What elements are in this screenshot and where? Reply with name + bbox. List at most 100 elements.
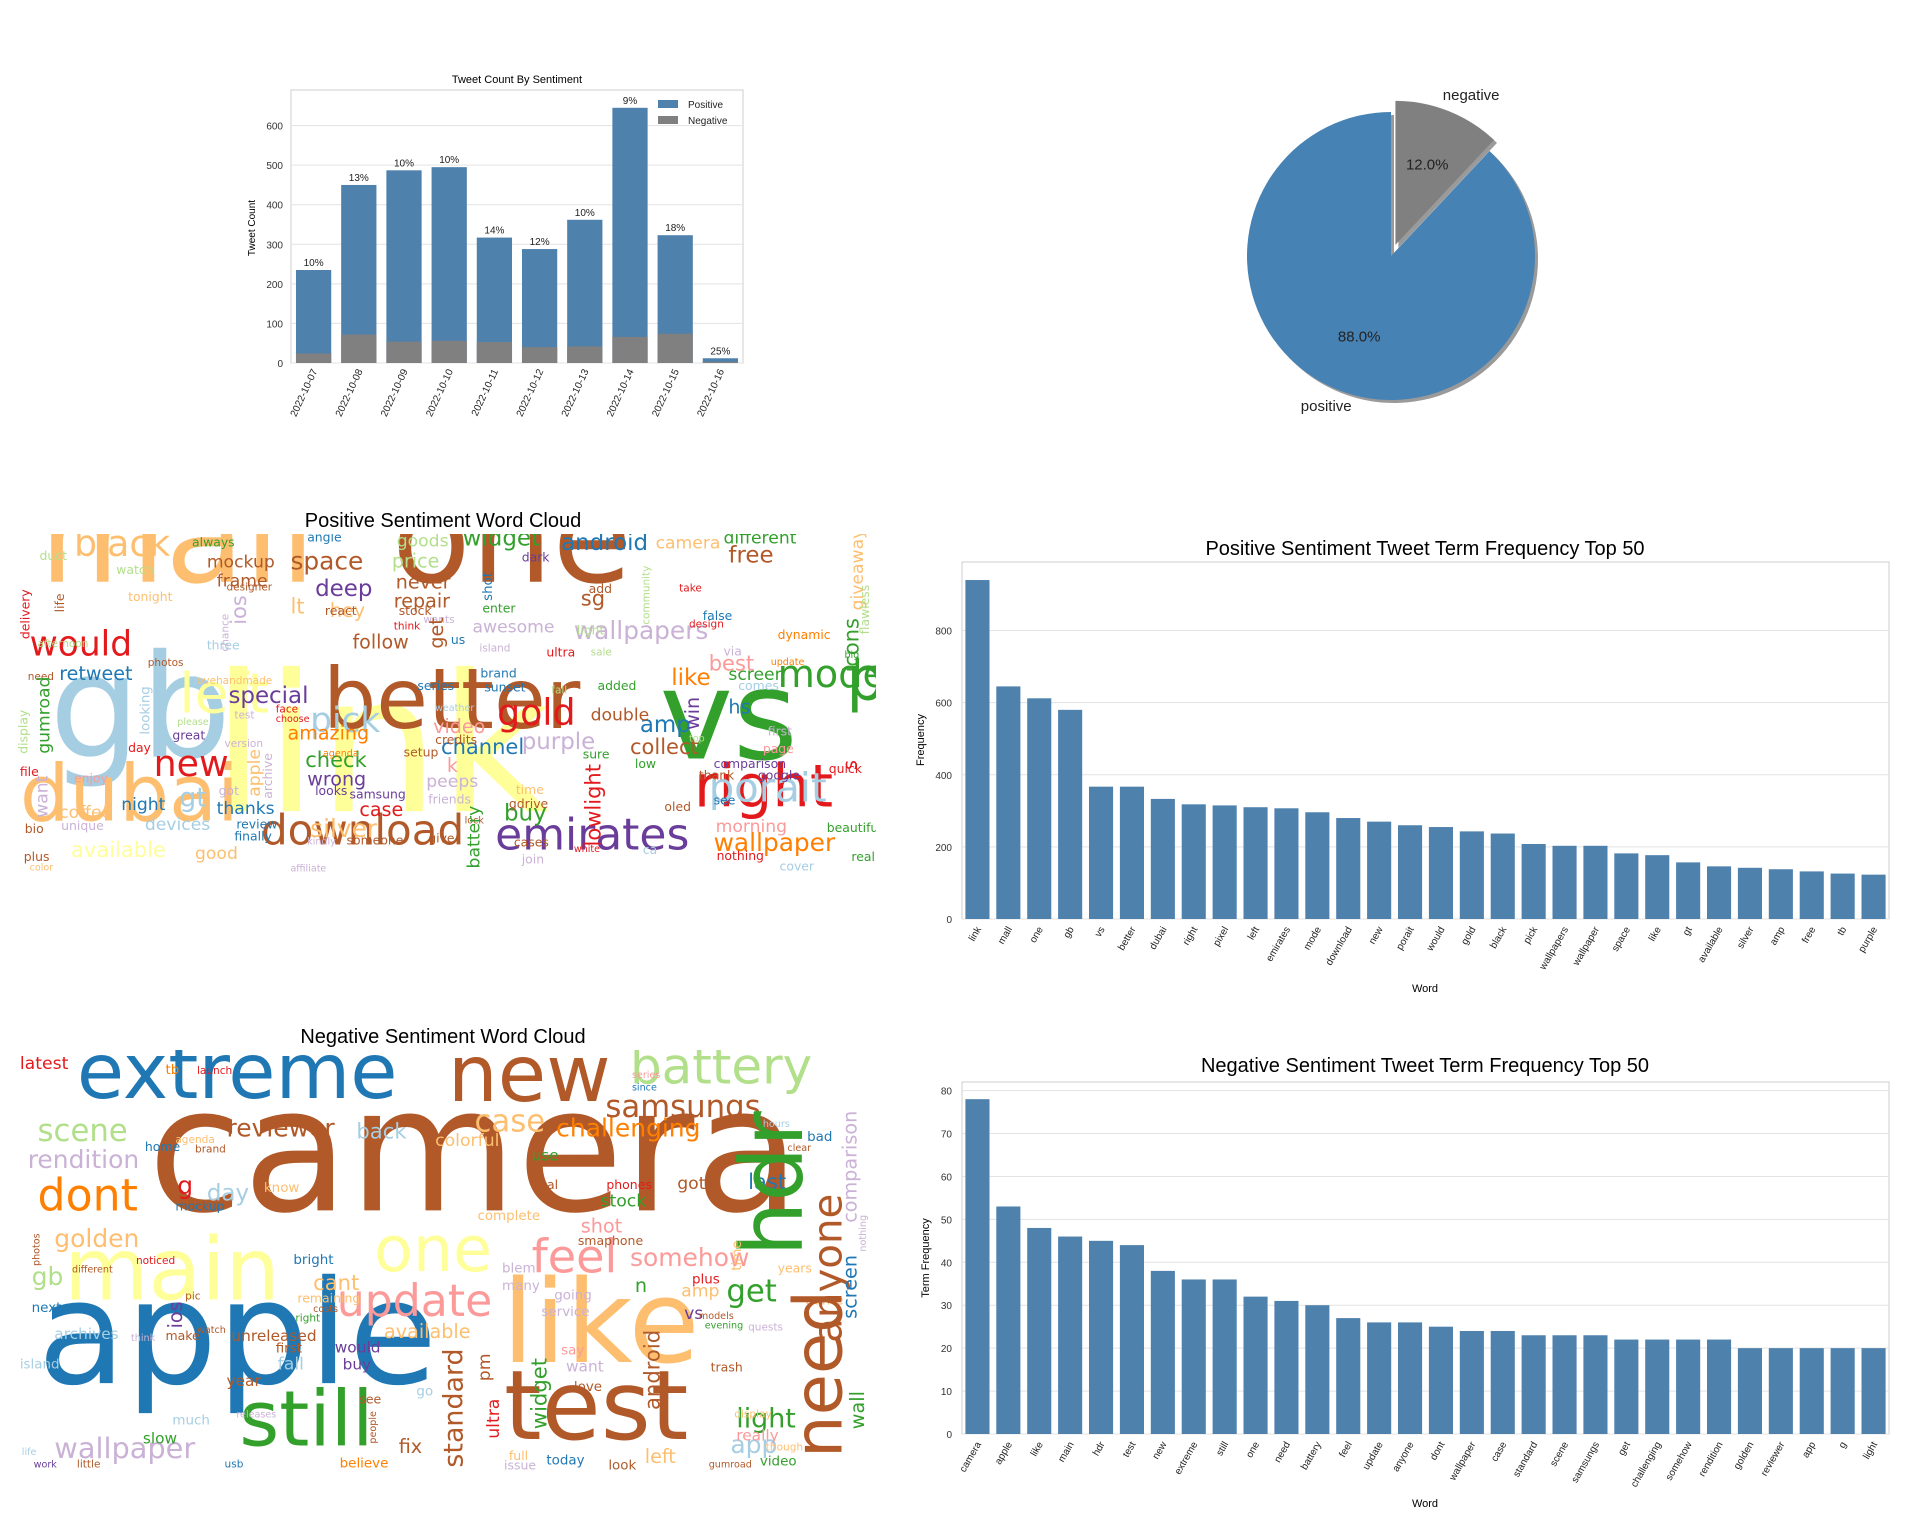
bar	[1645, 1339, 1670, 1434]
word-cloud-word: white	[574, 844, 600, 855]
word-cloud-word: first	[276, 1341, 302, 1356]
x-tick-label: link	[967, 924, 985, 943]
x-tick-label: like	[1029, 1440, 1046, 1459]
bar-positive	[386, 170, 422, 363]
bar	[1799, 871, 1824, 919]
word-cloud-word-vertical: apple	[245, 749, 265, 797]
word-cloud-word: day	[128, 740, 151, 755]
x-tick-label: feel	[1337, 1440, 1355, 1459]
legend: Positive Negative	[658, 100, 728, 127]
chart-title: Negative Sentiment Tweet Term Frequency …	[1201, 1055, 1649, 1077]
word-cloud-word: k	[447, 754, 459, 777]
word-cloud-word: gumroad	[709, 1460, 752, 1471]
word-cloud-word: archives	[54, 1325, 118, 1343]
word-cloud-word: gt	[179, 782, 206, 813]
x-tick-label: download	[1324, 925, 1355, 968]
word-cloud-word: lock	[465, 816, 485, 827]
word-cloud-word: better	[323, 650, 581, 748]
word-cloud-word: comparison	[714, 756, 786, 771]
word-cloud-word-vertical: people	[368, 1411, 379, 1444]
word-cloud-word: feel	[532, 1230, 618, 1284]
word-cloud-word: video	[433, 715, 485, 738]
bar	[1088, 786, 1114, 919]
word-cloud-word: update	[337, 1276, 493, 1327]
x-tick-label: standard	[1511, 1440, 1540, 1479]
word-cloud-word-vertical: display	[16, 710, 31, 754]
word-cloud-word: little	[77, 1459, 101, 1471]
y-axis-label: Frequency	[915, 714, 927, 766]
x-tick-label: 2022-10-14	[605, 367, 637, 418]
bar	[1305, 812, 1330, 919]
x-tick-label: 2022-10-09	[379, 367, 411, 418]
bar-negative	[476, 342, 513, 363]
word-cloud-word: night	[121, 795, 165, 815]
word-cloud-word: widget	[463, 525, 540, 551]
bar	[1737, 1348, 1763, 1434]
bar	[1830, 873, 1855, 919]
word-cloud-word: mall	[40, 463, 316, 613]
x-tick-label: dubai	[1148, 925, 1170, 952]
x-tick-label: golden	[1732, 1440, 1757, 1472]
word-cloud-word: dubai	[20, 749, 239, 840]
word-cloud-title: Negative Sentiment Word Cloud	[300, 1026, 585, 1048]
data-label: 10%	[394, 158, 414, 169]
word-cloud-word-vertical: standard	[439, 1348, 470, 1467]
word-cloud-word-vertical: lowlight	[580, 764, 605, 846]
x-tick-label: available	[1696, 925, 1725, 965]
y-tick-label: 800	[935, 627, 952, 638]
bar-positive	[295, 270, 332, 363]
word-cloud-word: one	[374, 1212, 492, 1286]
word-cloud-word: one	[392, 463, 632, 613]
word-cloud-word: look	[608, 1459, 636, 1474]
word-cloud-word: cover	[780, 858, 815, 873]
word-cloud-word: dynamic	[778, 627, 831, 642]
word-cloud-word: quests	[748, 1321, 783, 1333]
word-cloud-word: night	[69, 1033, 96, 1045]
word-cloud-word: vs	[684, 1304, 703, 1324]
word-cloud-background	[10, 1050, 876, 1482]
word-cloud-word: case	[359, 798, 403, 821]
word-cloud-word: light	[577, 622, 605, 637]
y-tick-label: 200	[935, 843, 952, 854]
x-tick-label: free	[1800, 925, 1818, 946]
word-cloud-word: emirates	[495, 809, 689, 860]
word-cloud-word: complete	[477, 1209, 540, 1224]
word-cloud-word-vertical: s	[838, 760, 861, 770]
x-tick-label: gb	[1062, 925, 1077, 941]
word-cloud-word: trash	[711, 1360, 743, 1375]
word-cloud-word: lt	[290, 593, 304, 618]
x-tick-label: mode	[1302, 925, 1324, 953]
x-tick-label: main	[1056, 1440, 1076, 1464]
bar	[1583, 1335, 1608, 1434]
word-cloud-word: peeps	[426, 772, 478, 792]
bar	[1181, 804, 1206, 919]
y-tick-label: 600	[266, 122, 283, 133]
bar	[1027, 698, 1052, 919]
word-cloud-word: brand	[480, 665, 516, 680]
word-cloud-word-vertical: anyone	[805, 1194, 852, 1343]
word-cloud-word: us	[451, 632, 465, 647]
word-cloud-word: see	[359, 1391, 381, 1406]
bar	[1243, 807, 1268, 919]
word-cloud-word: camera	[148, 1050, 800, 1251]
word-cloud-word: display	[734, 1409, 771, 1421]
bar	[1614, 1339, 1639, 1434]
word-cloud-word: thanks	[217, 799, 275, 819]
word-cloud-word: clear	[787, 1143, 811, 1154]
x-tick-label: mall	[996, 925, 1015, 946]
word-cloud-word: make	[165, 1328, 199, 1343]
word-cloud-word: case	[474, 1104, 545, 1140]
word-cloud-word: plus	[692, 1272, 720, 1287]
word-cloud-word: version	[225, 738, 263, 750]
bar-negative	[567, 346, 603, 363]
x-tick-label: get	[1616, 1440, 1633, 1458]
x-tick-label: new	[1367, 924, 1386, 946]
word-cloud-word: comes	[738, 678, 779, 693]
bar	[1768, 1348, 1793, 1434]
word-cloud-word: morning	[716, 817, 788, 837]
word-cloud-word: scene	[38, 1113, 128, 1149]
legend-label-negative: Negative	[688, 116, 728, 127]
word-cloud-word: via	[723, 643, 741, 658]
word-cloud-word-vertical: ios	[226, 595, 251, 625]
data-label: 14%	[484, 226, 504, 237]
